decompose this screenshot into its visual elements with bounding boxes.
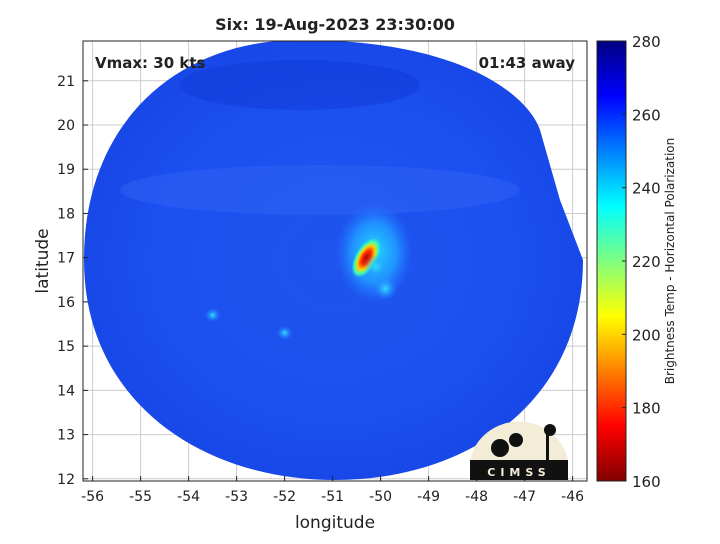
x-tick-label: -55 bbox=[129, 489, 152, 505]
colorbar-tick-label: 280 bbox=[632, 33, 661, 51]
y-tick-label: 14 bbox=[57, 383, 75, 399]
y-tick-label: 12 bbox=[57, 472, 75, 488]
vmax-label: Vmax: 30 kts bbox=[95, 54, 205, 72]
y-tick-label: 21 bbox=[57, 74, 75, 90]
x-axis-label: longitude bbox=[295, 513, 375, 533]
colorbar-tick-label: 220 bbox=[632, 253, 661, 271]
swath-band bbox=[120, 165, 520, 215]
convection-spot bbox=[276, 325, 293, 340]
colorbar-tick-label: 200 bbox=[632, 326, 661, 344]
logo-text: CIMSS bbox=[487, 466, 550, 479]
cimss-logo: CIMSS bbox=[470, 421, 568, 480]
colorbar-label: Brightness Temp - Horizontal Polarizatio… bbox=[663, 138, 677, 385]
x-tick-label: -48 bbox=[465, 489, 488, 505]
colorbar-tick-label: 260 bbox=[632, 106, 661, 124]
y-axis-label: latitude bbox=[33, 228, 53, 293]
x-tick-label: -50 bbox=[369, 489, 392, 505]
convection-spot bbox=[204, 308, 221, 323]
x-tick-label: -51 bbox=[321, 489, 344, 505]
y-tick-label: 16 bbox=[57, 295, 75, 311]
convection-spot bbox=[373, 276, 398, 301]
colorbar-tick-label: 180 bbox=[632, 400, 661, 418]
x-tick-label: -49 bbox=[417, 489, 440, 505]
swath-image bbox=[84, 41, 583, 480]
x-tick-label: -53 bbox=[225, 489, 248, 505]
y-tick-label: 20 bbox=[57, 118, 75, 134]
y-tick-label: 17 bbox=[57, 251, 75, 267]
colorbar-tick-label: 240 bbox=[632, 180, 661, 198]
swath-background bbox=[84, 41, 583, 480]
y-tick-label: 13 bbox=[57, 428, 75, 444]
y-tick-label: 18 bbox=[57, 206, 75, 222]
swath-cold-band bbox=[180, 60, 420, 110]
x-tick-label: -56 bbox=[81, 489, 104, 505]
time-offset-label: 01:43 away bbox=[479, 54, 576, 72]
chart-title: Six: 19-Aug-2023 23:30:00 bbox=[215, 15, 455, 34]
x-tick-label: -46 bbox=[561, 489, 584, 505]
y-tick-label: 15 bbox=[57, 339, 75, 355]
convection-spot bbox=[363, 254, 388, 279]
y-tick-label: 19 bbox=[57, 162, 75, 178]
x-tick-label: -52 bbox=[273, 489, 296, 505]
x-tick-label: -54 bbox=[177, 489, 200, 505]
colorbar bbox=[596, 40, 627, 482]
x-tick-label: -47 bbox=[513, 489, 536, 505]
convective-core bbox=[351, 237, 381, 278]
colorbar-tick-label: 160 bbox=[632, 473, 661, 491]
axes-box bbox=[82, 40, 588, 482]
